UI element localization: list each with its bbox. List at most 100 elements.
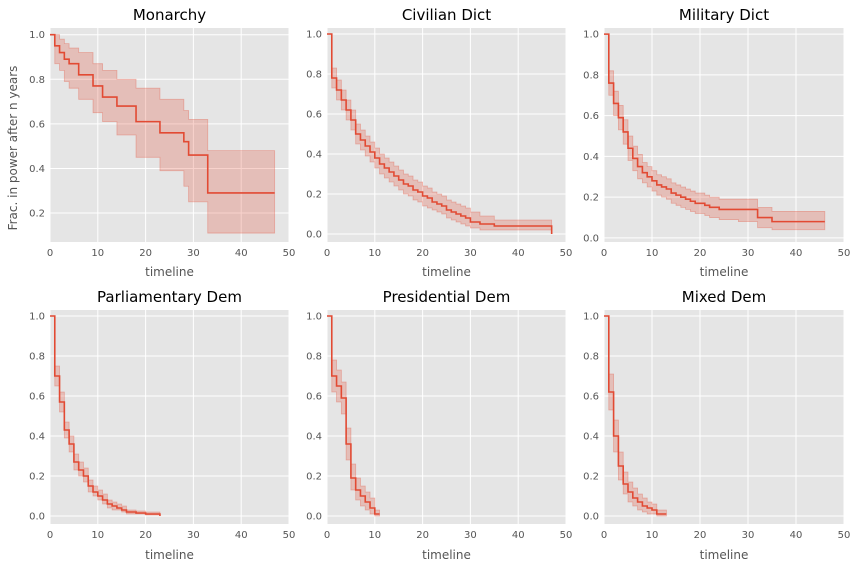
panel-title: Mixed Dem <box>682 288 766 306</box>
y-tick-label: 0.2 <box>583 193 599 204</box>
y-tick-label: 0.8 <box>306 70 322 81</box>
plot-background <box>50 28 289 242</box>
y-tick-label: 0.4 <box>29 164 45 175</box>
x-tick-label: 40 <box>790 530 803 541</box>
chart-plot-4: 0 10 20 30 40 50 0.0 0.2 0.4 0.6 0.8 1.0 <box>306 310 572 541</box>
y-tick-label: 1.0 <box>29 30 45 41</box>
x-tick-label: 20 <box>139 248 152 259</box>
panel-mixed-dem: Mixed Dem timeline <box>682 288 766 562</box>
y-tick-label: 0.8 <box>306 352 322 363</box>
y-tick-label: 0.4 <box>583 432 599 443</box>
panel-title: Monarchy <box>133 6 206 24</box>
y-tick-label: 0.8 <box>583 70 599 81</box>
x-tick-label: 40 <box>235 248 248 259</box>
y-tick-label: 0.2 <box>29 472 45 483</box>
x-tick-label: 40 <box>512 530 525 541</box>
x-tick-label: 30 <box>464 248 477 259</box>
x-tick-label: 20 <box>416 248 429 259</box>
x-axis-label: timeline <box>145 548 194 562</box>
x-tick-label: 30 <box>742 530 755 541</box>
plot-background <box>604 310 844 524</box>
y-axis-label: Frac. in power after n years <box>6 66 20 231</box>
chart-plot-2: 0 10 20 30 40 50 0.0 0.2 0.4 0.6 0.8 1.0 <box>583 28 850 259</box>
chart-plot-3: 0 10 20 30 40 50 0.0 0.2 0.4 0.6 0.8 1.0 <box>29 310 295 541</box>
x-axis-label: timeline <box>422 265 471 279</box>
y-tick-label: 1.0 <box>306 312 322 323</box>
panel-title: Military Dict <box>679 6 769 24</box>
x-tick-label: 20 <box>416 530 429 541</box>
x-tick-label: 10 <box>368 248 381 259</box>
x-tick-label: 10 <box>91 248 104 259</box>
x-tick-label: 0 <box>47 530 53 541</box>
x-tick-label: 50 <box>838 530 851 541</box>
panel-presidential-dem: Presidential Dem timeline <box>383 288 511 562</box>
panel-parliamentary-dem: Parliamentary Dem timeline <box>97 288 242 562</box>
y-tick-label: 0.0 <box>583 512 599 523</box>
x-tick-label: 30 <box>187 248 200 259</box>
panel-civilian-dict: Civilian Dict timeline <box>402 6 491 279</box>
y-tick-label: 0.0 <box>29 512 45 523</box>
y-tick-label: 1.0 <box>583 312 599 323</box>
y-tick-label: 0.0 <box>583 233 599 244</box>
y-tick-label: 0.8 <box>583 352 599 363</box>
x-tick-label: 20 <box>694 248 707 259</box>
panel-title: Civilian Dict <box>402 6 491 24</box>
y-tick-label: 0.4 <box>583 152 599 163</box>
panel-military-dict: Military Dict timeline <box>679 6 769 279</box>
survival-step-line <box>327 33 553 234</box>
plot-background <box>327 310 566 524</box>
y-tick-label: 0.8 <box>29 352 45 363</box>
x-axis-label: timeline <box>700 265 749 279</box>
y-tick-label: 0.4 <box>306 432 322 443</box>
x-tick-label: 50 <box>838 248 851 259</box>
x-tick-label: 20 <box>139 530 152 541</box>
x-tick-label: 40 <box>512 248 525 259</box>
y-tick-label: 1.0 <box>29 312 45 323</box>
confidence-band <box>50 34 276 234</box>
x-axis-label: timeline <box>422 548 471 562</box>
survival-step-line <box>50 33 275 194</box>
x-tick-label: 0 <box>324 248 330 259</box>
confidence-band <box>604 33 826 231</box>
chart-plot-5: 0 10 20 30 40 50 0.0 0.2 0.4 0.6 0.8 1.0 <box>583 310 850 541</box>
x-tick-label: 50 <box>560 248 573 259</box>
y-tick-label: 0.6 <box>583 392 599 403</box>
survival-step-line <box>604 315 667 515</box>
plot-background <box>50 310 289 524</box>
x-tick-label: 50 <box>283 530 296 541</box>
x-tick-label: 30 <box>742 248 755 259</box>
y-tick-label: 0.6 <box>29 392 45 403</box>
y-tick-label: 1.0 <box>306 30 322 41</box>
x-axis-label: timeline <box>700 548 749 562</box>
panel-monarchy: Monarchy timeline <box>133 6 206 279</box>
y-tick-label: 0.4 <box>306 150 322 161</box>
y-tick-label: 0.4 <box>29 432 45 443</box>
x-tick-label: 50 <box>560 530 573 541</box>
x-tick-label: 30 <box>187 530 200 541</box>
y-tick-label: 0.2 <box>29 209 45 220</box>
x-tick-label: 10 <box>91 530 104 541</box>
y-tick-label: 0.2 <box>306 190 322 201</box>
y-tick-label: 1.0 <box>583 30 599 41</box>
x-tick-label: 10 <box>368 530 381 541</box>
survival-step-line <box>604 33 825 223</box>
y-tick-label: 0.6 <box>306 392 322 403</box>
x-tick-label: 40 <box>235 530 248 541</box>
y-tick-label: 0.0 <box>306 230 322 241</box>
y-tick-label: 0.6 <box>583 111 599 122</box>
x-tick-label: 0 <box>601 530 607 541</box>
panel-title: Presidential Dem <box>383 288 511 306</box>
x-axis-label: timeline <box>145 265 194 279</box>
x-tick-label: 10 <box>646 530 659 541</box>
x-tick-label: 0 <box>324 530 330 541</box>
x-tick-label: 40 <box>790 248 803 259</box>
y-tick-label: 0.0 <box>306 512 322 523</box>
y-tick-label: 0.8 <box>29 75 45 86</box>
x-tick-label: 20 <box>694 530 707 541</box>
chart-plot-0: 0 10 20 30 40 50 0.2 0.4 0.6 0.8 1.0 <box>29 28 295 259</box>
survival-step-line <box>50 315 161 516</box>
panel-title: Parliamentary Dem <box>97 288 242 306</box>
y-tick-label: 0.6 <box>306 110 322 121</box>
x-tick-label: 30 <box>464 530 477 541</box>
